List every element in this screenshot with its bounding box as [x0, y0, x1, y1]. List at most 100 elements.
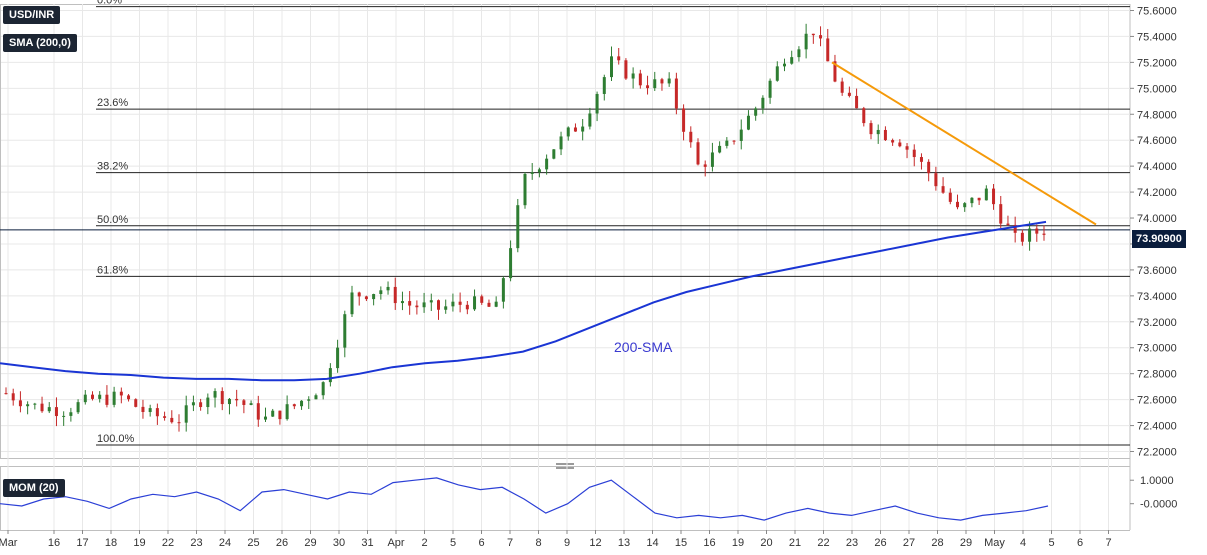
candle-body — [710, 152, 714, 167]
candle-body — [429, 300, 433, 303]
candle-body — [206, 397, 210, 408]
candle-body — [855, 95, 859, 109]
date-tick-label: 9 — [564, 537, 570, 549]
candle-body — [285, 404, 289, 420]
price-tick-label: 73.2000 — [1137, 317, 1177, 329]
candle-body — [992, 188, 996, 205]
price-tick-label: 73.0000 — [1137, 343, 1177, 355]
candle-body — [653, 79, 657, 89]
momentum-panel-frame — [0, 466, 1131, 531]
date-tick-label: 6 — [478, 537, 484, 549]
candle-body — [509, 248, 513, 279]
candle-body — [105, 394, 109, 405]
candle-body — [537, 169, 541, 173]
candle-body — [480, 296, 484, 303]
candle-body — [804, 33, 808, 50]
date-tick-label: 5 — [1048, 537, 1054, 549]
date-tick-label: 23 — [846, 537, 858, 549]
candle-body — [184, 405, 188, 423]
date-tick-label: 31 — [361, 537, 373, 549]
right-axis-bg — [1130, 0, 1207, 555]
candle-body — [62, 415, 66, 417]
date-tick-label: 29 — [960, 537, 972, 549]
candle-body — [199, 402, 203, 408]
date-tick-label: Mar — [0, 537, 18, 549]
date-tick-label: 4 — [1020, 537, 1026, 549]
resistance-trendline — [831, 61, 1097, 226]
candle-body — [862, 108, 866, 124]
candle-body — [213, 391, 217, 398]
candle-body — [588, 113, 592, 127]
candle-body — [1042, 233, 1046, 235]
price-tick-label: 74.4000 — [1137, 161, 1177, 173]
candle-body — [336, 347, 340, 369]
candle-body — [718, 145, 722, 153]
candle-body — [220, 391, 224, 405]
candle-body — [624, 60, 628, 79]
candle-body — [343, 314, 347, 348]
date-tick-label: 6 — [1077, 537, 1083, 549]
candle-body — [1020, 232, 1024, 242]
date-tick-label: 8 — [535, 537, 541, 549]
fib-level-label: 0.0% — [97, 0, 122, 7]
candle-body — [883, 129, 887, 141]
date-tick-label: 7 — [1105, 537, 1111, 549]
candle-body — [487, 302, 491, 307]
candle-body — [494, 301, 498, 307]
candle-body — [444, 306, 448, 310]
date-tick-label: 26 — [874, 537, 886, 549]
price-tick-label: 72.2000 — [1137, 447, 1177, 459]
candle-body — [746, 115, 750, 130]
date-tick-label: 18 — [105, 537, 117, 549]
candle-body — [227, 398, 231, 405]
candle-body — [393, 286, 397, 304]
date-tick-label: 19 — [732, 537, 744, 549]
date-tick-label: May — [984, 537, 1005, 549]
candle-body — [321, 382, 325, 396]
candle-body — [314, 395, 318, 400]
date-tick-label: 14 — [646, 537, 658, 549]
candle-body — [155, 408, 159, 417]
price-tick-label: 75.2000 — [1137, 57, 1177, 69]
candle-body — [948, 192, 952, 202]
candle-body — [386, 286, 390, 291]
candle-body — [400, 301, 404, 304]
candle-body — [83, 394, 87, 403]
price-tick-label: 74.0000 — [1137, 213, 1177, 225]
price-panel-frame — [0, 4, 1131, 459]
candle-body — [761, 97, 765, 109]
candle-body — [891, 140, 895, 143]
candle-body — [379, 290, 383, 295]
candle-body — [581, 126, 585, 132]
candle-body — [696, 142, 700, 165]
candle-body — [18, 400, 22, 407]
candle-body — [11, 393, 15, 401]
price-tick-label: 75.4000 — [1137, 31, 1177, 43]
candle-body — [847, 92, 851, 96]
candle-body — [127, 395, 131, 400]
date-tick-label: 13 — [618, 537, 630, 549]
candle-body — [1035, 228, 1039, 234]
candle-body — [811, 33, 815, 36]
candle-body — [573, 127, 577, 132]
candle-body — [552, 149, 556, 159]
candle-body — [999, 204, 1003, 224]
momentum-indicator-label: MOM (20) — [3, 479, 65, 497]
price-tick-label: 72.6000 — [1137, 395, 1177, 407]
date-tick-label: 19 — [133, 537, 145, 549]
candle-body — [732, 140, 736, 142]
candle-body — [249, 403, 253, 405]
date-tick-label: 28 — [931, 537, 943, 549]
candle-body — [840, 81, 844, 93]
momentum-tick-label: 1.0000 — [1140, 475, 1174, 487]
date-tick-label: Apr — [387, 537, 404, 549]
candle-body — [819, 35, 823, 39]
sma-200-label: 200-SMA — [614, 339, 673, 355]
candle-body — [1028, 228, 1032, 242]
candle-body — [963, 203, 967, 208]
candle-body — [617, 56, 621, 61]
candle-body — [876, 129, 880, 135]
candle-body — [775, 66, 779, 81]
